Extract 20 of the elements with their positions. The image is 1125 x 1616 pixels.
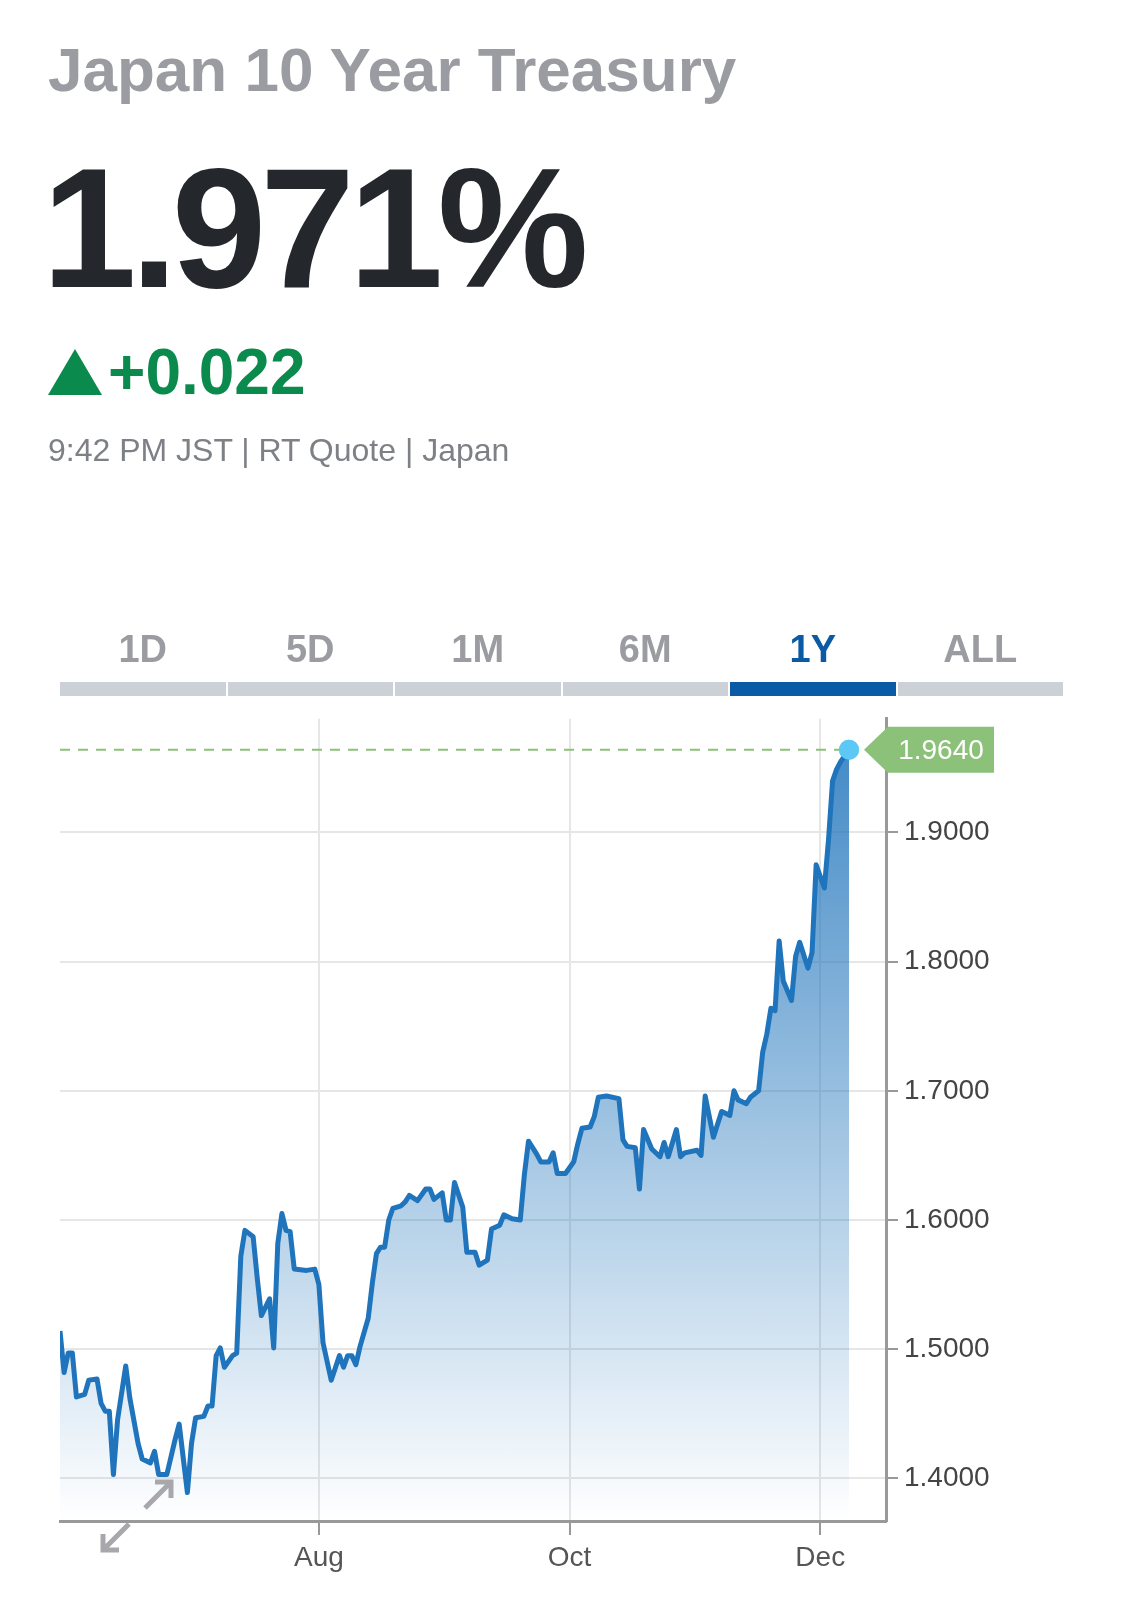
text: 1D (60, 620, 226, 696)
chart-title: Japan 10 Year Treasury (48, 34, 737, 105)
y-tick-label: 1.5000 (904, 1331, 990, 1363)
text: 6M (562, 620, 728, 696)
text: 1M (395, 620, 561, 696)
chart-subtitle: 1.971% (42, 132, 583, 325)
y-tick-label: 1.8000 (904, 944, 990, 976)
text: 1Y (730, 620, 896, 696)
text: ALL (897, 620, 1063, 696)
text: +0.022 (108, 335, 306, 409)
text: 9:42 PM JST | RT Quote | Japan (48, 432, 510, 469)
y-tick-label: 1.4000 (904, 1461, 990, 1493)
x-tick-label: Oct (547, 1540, 592, 1572)
x-tick-label: Dec (795, 1540, 846, 1572)
x-tick-label: Aug (293, 1540, 344, 1572)
ref-line-label: 1.9640 (898, 733, 984, 765)
text: 5D (227, 620, 393, 696)
y-tick-label: 1.6000 (904, 1202, 990, 1234)
y-tick-label: 1.9000 (904, 815, 990, 847)
y-tick-label: 1.7000 (904, 1073, 990, 1105)
